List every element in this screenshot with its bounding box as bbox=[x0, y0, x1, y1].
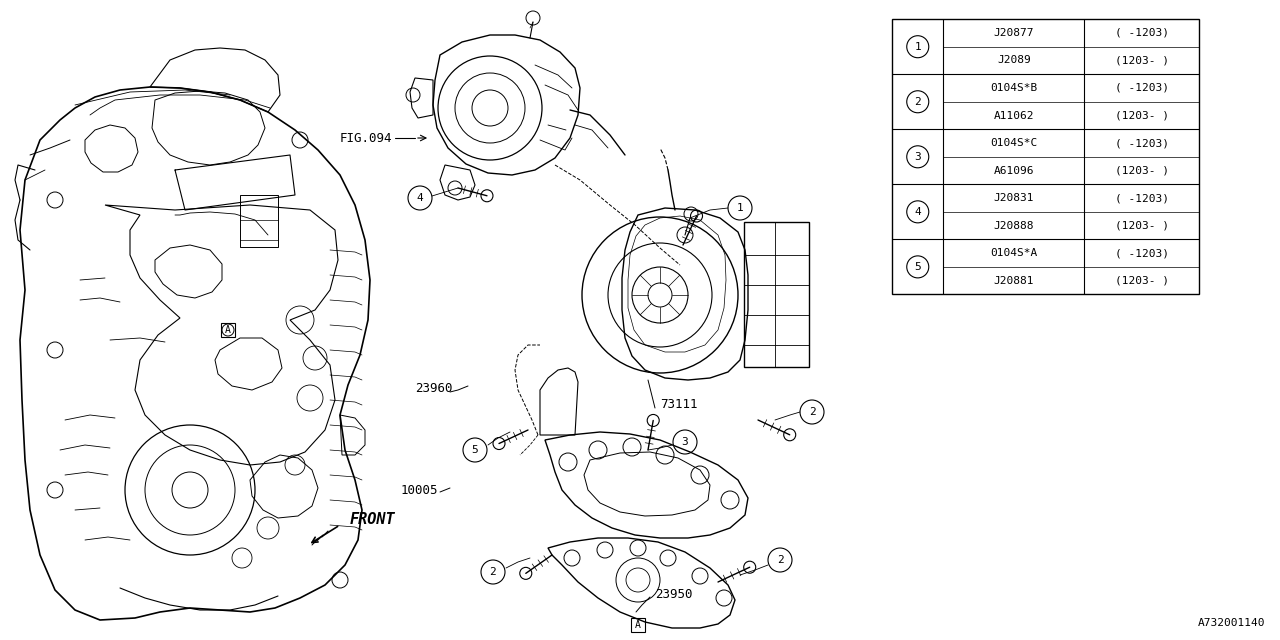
Text: A: A bbox=[225, 325, 230, 335]
Text: 0104S*C: 0104S*C bbox=[991, 138, 1037, 148]
Text: ( -1203): ( -1203) bbox=[1115, 193, 1169, 203]
Text: J20881: J20881 bbox=[993, 276, 1034, 285]
Text: J20831: J20831 bbox=[993, 193, 1034, 203]
Bar bbox=[744, 222, 809, 367]
Text: 3: 3 bbox=[682, 437, 689, 447]
Bar bbox=[631, 618, 645, 632]
Text: 5: 5 bbox=[914, 262, 922, 272]
Text: 10005: 10005 bbox=[401, 483, 438, 497]
Text: (1203- ): (1203- ) bbox=[1115, 56, 1169, 65]
Text: 73111: 73111 bbox=[660, 399, 698, 412]
Text: 2: 2 bbox=[490, 567, 497, 577]
Text: J2089: J2089 bbox=[997, 56, 1030, 65]
Bar bbox=[241, 195, 278, 247]
Text: A61096: A61096 bbox=[993, 166, 1034, 175]
Text: 5: 5 bbox=[471, 445, 479, 455]
Text: ( -1203): ( -1203) bbox=[1115, 138, 1169, 148]
Text: 0104S*B: 0104S*B bbox=[991, 83, 1037, 93]
Text: (1203- ): (1203- ) bbox=[1115, 221, 1169, 230]
Text: ( -1203): ( -1203) bbox=[1115, 83, 1169, 93]
Text: A732001140: A732001140 bbox=[1198, 618, 1265, 628]
Text: 23950: 23950 bbox=[655, 589, 692, 602]
Text: 1: 1 bbox=[914, 42, 922, 52]
Text: (1203- ): (1203- ) bbox=[1115, 111, 1169, 120]
Text: (1203- ): (1203- ) bbox=[1115, 166, 1169, 175]
Text: 2: 2 bbox=[914, 97, 922, 107]
Text: A11062: A11062 bbox=[993, 111, 1034, 120]
Text: FIG.094: FIG.094 bbox=[339, 131, 392, 145]
Text: ( -1203): ( -1203) bbox=[1115, 248, 1169, 258]
Text: 1: 1 bbox=[736, 203, 744, 213]
Text: 2: 2 bbox=[809, 407, 815, 417]
Text: 4: 4 bbox=[416, 193, 424, 203]
Text: J20888: J20888 bbox=[993, 221, 1034, 230]
Text: ( -1203): ( -1203) bbox=[1115, 28, 1169, 38]
Text: 2: 2 bbox=[777, 555, 783, 565]
Text: 3: 3 bbox=[914, 152, 922, 162]
Text: (1203- ): (1203- ) bbox=[1115, 276, 1169, 285]
Text: 4: 4 bbox=[914, 207, 922, 217]
Text: J20877: J20877 bbox=[993, 28, 1034, 38]
Text: 23960: 23960 bbox=[415, 381, 453, 394]
Text: FRONT: FRONT bbox=[349, 513, 396, 527]
Bar bbox=[221, 323, 236, 337]
Text: A: A bbox=[635, 620, 641, 630]
Text: 0104S*A: 0104S*A bbox=[991, 248, 1037, 258]
Bar bbox=[892, 19, 1199, 294]
